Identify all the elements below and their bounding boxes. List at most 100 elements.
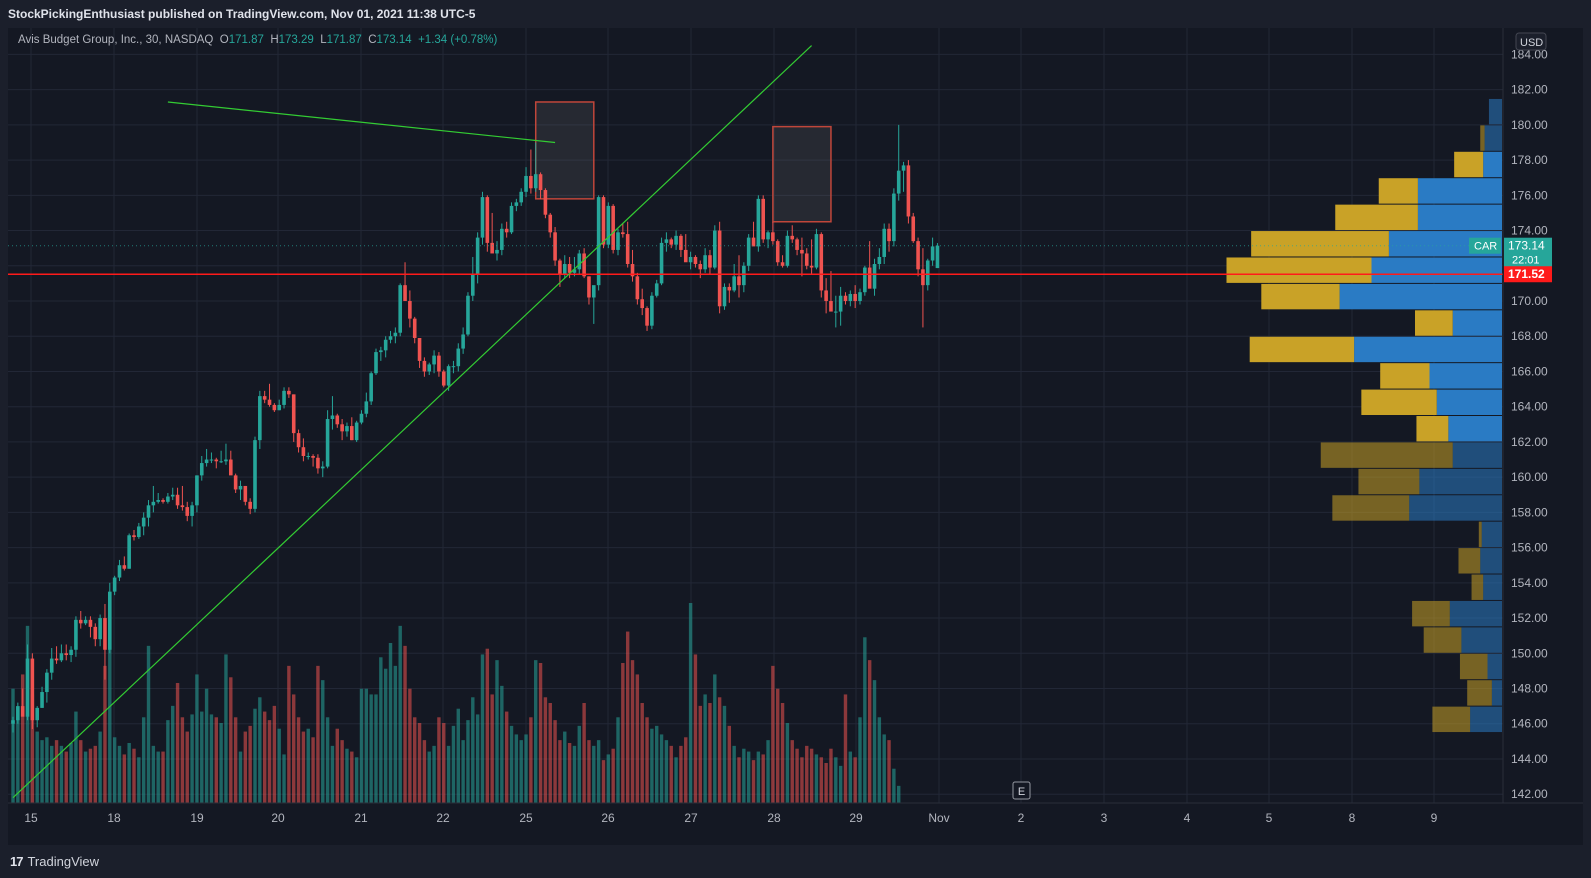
- vp-down-bar: [1332, 495, 1410, 521]
- candle-body: [887, 228, 891, 242]
- candle-body: [161, 500, 165, 502]
- candle-body: [185, 507, 190, 516]
- volume-bar: [514, 734, 519, 803]
- volume-bar: [200, 711, 204, 803]
- time-tick-label: 20: [271, 811, 285, 825]
- volume-bar: [442, 723, 446, 803]
- volume-bar: [563, 731, 567, 803]
- volume-bar: [650, 728, 654, 803]
- candle-body: [258, 396, 262, 441]
- time-tick-label: 5: [1266, 811, 1273, 825]
- chart-container[interactable]: 184.00182.00180.00178.00176.00174.00172.…: [8, 28, 1583, 845]
- volume-bar: [296, 717, 301, 803]
- candle-body: [25, 658, 30, 717]
- candle-body: [746, 237, 751, 266]
- time-tick-label: 9: [1431, 811, 1438, 825]
- candle-body: [272, 404, 277, 411]
- candle-body: [533, 174, 538, 189]
- volume-bar: [466, 720, 470, 803]
- candle-body: [562, 264, 567, 275]
- candle-body: [495, 249, 499, 254]
- candle-body: [30, 658, 35, 721]
- candle-body: [354, 422, 359, 441]
- candle-body: [906, 165, 911, 217]
- price-chart[interactable]: 184.00182.00180.00178.00176.00174.00172.…: [8, 28, 1583, 845]
- price-tick-label: 176.00: [1511, 188, 1548, 202]
- volume-bar: [112, 737, 117, 803]
- candle-body: [316, 457, 320, 469]
- volume-bar: [635, 674, 640, 803]
- volume-bar: [127, 743, 131, 803]
- volume-bar: [398, 625, 402, 803]
- last-price-tag: [1504, 237, 1552, 268]
- symbol-tag: [1469, 237, 1501, 254]
- publisher-line: StockPickingEnthusiast published on Trad…: [8, 7, 476, 21]
- vp-down-bar: [1415, 310, 1453, 336]
- publisher-header: StockPickingEnthusiast published on Trad…: [0, 0, 1591, 28]
- earnings-marker[interactable]: [1012, 781, 1031, 800]
- candle-body: [708, 255, 712, 268]
- volume-bars: [11, 603, 901, 803]
- candle-body: [809, 265, 814, 268]
- price-tick-label: 144.00: [1511, 752, 1548, 766]
- time-tick-label: 27: [684, 811, 698, 825]
- volume-bar: [330, 745, 335, 803]
- candle-body: [40, 692, 44, 708]
- candle-body: [267, 399, 272, 405]
- candle-body: [601, 197, 606, 245]
- earnings-marker-label: E: [1018, 786, 1025, 798]
- tradingview-brand[interactable]: 17 TradingView: [10, 854, 99, 869]
- vp-up-bar: [1491, 680, 1502, 706]
- candle-body: [262, 396, 267, 400]
- vp-down-bar: [1358, 468, 1420, 495]
- vp-down-bar: [1423, 627, 1462, 653]
- candle-body: [195, 475, 199, 506]
- candle-body: [732, 276, 736, 291]
- tradingview-logo-icon: 17: [10, 854, 24, 869]
- price-tick-label: 184.00: [1511, 47, 1548, 61]
- candle-body: [350, 426, 354, 441]
- price-tick-label: 170.00: [1511, 294, 1548, 308]
- volume-bar: [156, 751, 160, 803]
- volume-bar: [688, 603, 693, 803]
- volume-bar: [146, 645, 151, 803]
- candle-body: [59, 653, 64, 661]
- candle-body: [848, 293, 853, 302]
- volume-bar: [693, 654, 698, 803]
- volume-bar: [780, 703, 785, 803]
- candle-body: [790, 235, 795, 240]
- high-label: H: [270, 34, 279, 46]
- volume-bar: [132, 748, 136, 803]
- volume-bar: [267, 720, 272, 803]
- vp-down-bar: [1226, 257, 1372, 283]
- time-tick-label: 22: [436, 811, 450, 825]
- volume-bar: [708, 703, 712, 803]
- candle-body: [911, 216, 916, 242]
- candle-body: [422, 360, 427, 372]
- open-value: 171.87: [228, 34, 264, 46]
- candle-body: [582, 253, 586, 277]
- volume-bar: [684, 737, 688, 803]
- time-axis[interactable]: 15 18 19 20 21 22 25 26 27 28 29 Nov 2 3 4 5 8 9 E: [8, 781, 1583, 845]
- volume-bar: [790, 740, 794, 803]
- currency-badge[interactable]: [1515, 32, 1547, 51]
- price-axis[interactable]: 184.00182.00180.00178.00176.00174.00172.…: [1469, 28, 1583, 845]
- candle-body: [930, 246, 935, 261]
- candle-body: [621, 232, 625, 235]
- candle-body: [892, 193, 896, 242]
- volume-bar: [596, 740, 601, 803]
- candle-body: [664, 239, 669, 243]
- candles: [11, 124, 940, 733]
- volume-bar: [40, 740, 44, 803]
- time-tick-label: 3: [1101, 811, 1108, 825]
- price-tick-label: 148.00: [1511, 682, 1548, 696]
- candle-body: [925, 260, 930, 286]
- volume-bar: [645, 717, 649, 803]
- volume-bar: [674, 757, 678, 803]
- volume-bar: [79, 740, 83, 803]
- candle-body: [45, 672, 49, 693]
- vp-down-bar: [1432, 706, 1471, 733]
- candle-body: [277, 404, 281, 411]
- candle-body: [592, 285, 596, 298]
- candle-body: [466, 295, 470, 335]
